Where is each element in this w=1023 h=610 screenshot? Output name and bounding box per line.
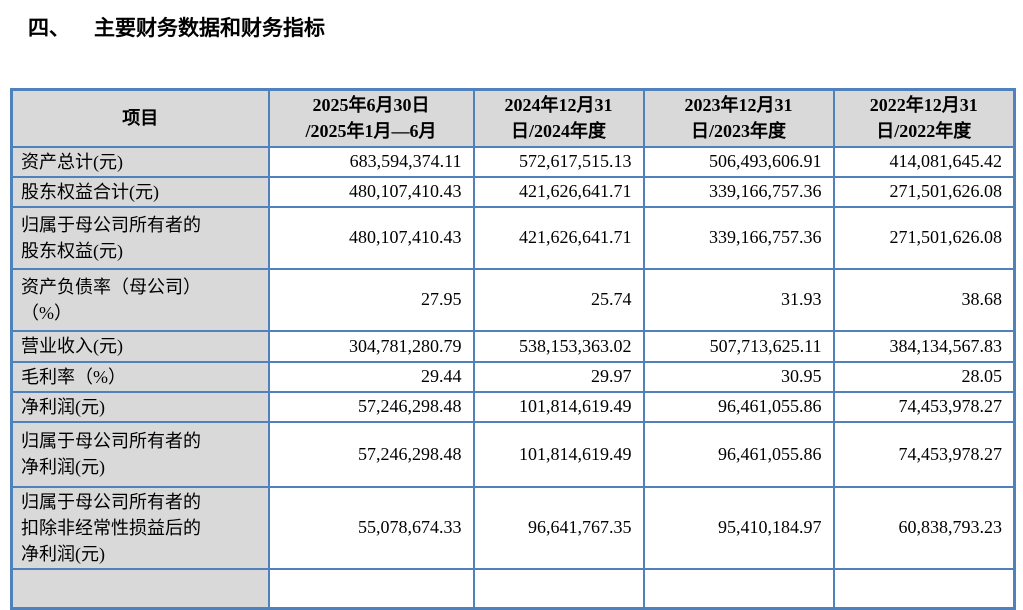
table-row-gross-margin: 毛利率（%） 29.44 29.97 30.95 28.05 xyxy=(10,360,1016,393)
cell-value: 57,246,298.48 xyxy=(267,420,475,488)
column-header-2022: 2022年12月31 日/2022年度 xyxy=(832,88,1016,148)
table-row-revenue: 营业收入(元) 304,781,280.79 538,153,363.02 50… xyxy=(10,329,1016,363)
cell-value: 25.74 xyxy=(472,267,645,332)
cell-value: 414,081,645.42 xyxy=(832,145,1016,178)
cell-value: 96,641,767.35 xyxy=(472,485,645,570)
row-label: 营业收入(元) xyxy=(10,329,270,363)
column-header-2024: 2024年12月31 日/2024年度 xyxy=(472,88,645,148)
cell-value: 28.05 xyxy=(832,360,1016,393)
row-label: 归属于母公司所有者的 扣除非经常性损益后的 净利润(元) xyxy=(10,485,270,570)
cell-value: 421,626,641.71 xyxy=(472,205,645,270)
table-row-debt-ratio: 资产负债率（母公司） （%） 27.95 25.74 31.93 38.68 xyxy=(10,267,1016,332)
cell-value: 38.68 xyxy=(832,267,1016,332)
cell-value: 271,501,626.08 xyxy=(832,205,1016,270)
cell-value: 30.95 xyxy=(642,360,835,393)
table-row-parent-net-profit-excl-nonrecurring: 归属于母公司所有者的 扣除非经常性损益后的 净利润(元) 55,078,674.… xyxy=(10,485,1016,570)
cell-value: 480,107,410.43 xyxy=(267,205,475,270)
financial-data-table: 项目 2025年6月30日 /2025年1月—6月 2024年12月31 日/2… xyxy=(10,88,1016,610)
cell-value: 29.97 xyxy=(472,360,645,393)
section-number: 四、 xyxy=(28,17,70,40)
cell-value: 339,166,757.36 xyxy=(642,205,835,270)
cell-value: 480,107,410.43 xyxy=(267,175,475,208)
cell-value: 74,453,978.27 xyxy=(832,420,1016,488)
row-label: 归属于母公司所有者的 净利润(元) xyxy=(10,420,270,488)
row-label: 股东权益合计(元) xyxy=(10,175,270,208)
table-row-total-equity: 股东权益合计(元) 480,107,410.43 421,626,641.71 … xyxy=(10,175,1016,208)
cell-value: 27.95 xyxy=(267,267,475,332)
cell-value: 683,594,374.11 xyxy=(267,145,475,178)
cell-value: 304,781,280.79 xyxy=(267,329,475,363)
section-title: 四、 主要财务数据和财务指标 xyxy=(28,12,325,42)
row-label: 净利润(元) xyxy=(10,390,270,423)
cell-value: 507,713,625.11 xyxy=(642,329,835,363)
column-header-2025: 2025年6月30日 /2025年1月—6月 xyxy=(267,88,475,148)
section-title-text: 主要财务数据和财务指标 xyxy=(94,17,325,40)
cell-value: 31.93 xyxy=(642,267,835,332)
column-header-2023: 2023年12月31 日/2023年度 xyxy=(642,88,835,148)
cell-value: 60,838,793.23 xyxy=(832,485,1016,570)
table-row-net-profit: 净利润(元) 57,246,298.48 101,814,619.49 96,4… xyxy=(10,390,1016,423)
cell-value: 96,461,055.86 xyxy=(642,390,835,423)
cell-value: 271,501,626.08 xyxy=(832,175,1016,208)
cell-value: 101,814,619.49 xyxy=(472,390,645,423)
cell-value: 339,166,757.36 xyxy=(642,175,835,208)
cell-value: 57,246,298.48 xyxy=(267,390,475,423)
cell-value: 29.44 xyxy=(267,360,475,393)
row-label: 资产负债率（母公司） （%） xyxy=(10,267,270,332)
cell-value: 384,134,567.83 xyxy=(832,329,1016,363)
cell-value: 95,410,184.97 xyxy=(642,485,835,570)
row-label: 归属于母公司所有者的 股东权益(元) xyxy=(10,205,270,270)
column-header-item: 项目 xyxy=(10,88,270,148)
cell-value: 101,814,619.49 xyxy=(472,420,645,488)
row-label: 毛利率（%） xyxy=(10,360,270,393)
cell-value: 96,461,055.86 xyxy=(642,420,835,488)
cell-value: 572,617,515.13 xyxy=(472,145,645,178)
row-label: 资产总计(元) xyxy=(10,145,270,178)
table-row-parent-net-profit: 归属于母公司所有者的 净利润(元) 57,246,298.48 101,814,… xyxy=(10,420,1016,488)
cell-value: 74,453,978.27 xyxy=(832,390,1016,423)
cell-value: 506,493,606.91 xyxy=(642,145,835,178)
cell-value: 55,078,674.33 xyxy=(267,485,475,570)
table-row-total-assets: 资产总计(元) 683,594,374.11 572,617,515.13 50… xyxy=(10,145,1016,178)
cell-value: 421,626,641.71 xyxy=(472,175,645,208)
table-row-parent-equity: 归属于母公司所有者的 股东权益(元) 480,107,410.43 421,62… xyxy=(10,205,1016,270)
cell-value: 538,153,363.02 xyxy=(472,329,645,363)
table-header-row: 项目 2025年6月30日 /2025年1月—6月 2024年12月31 日/2… xyxy=(10,88,1016,148)
